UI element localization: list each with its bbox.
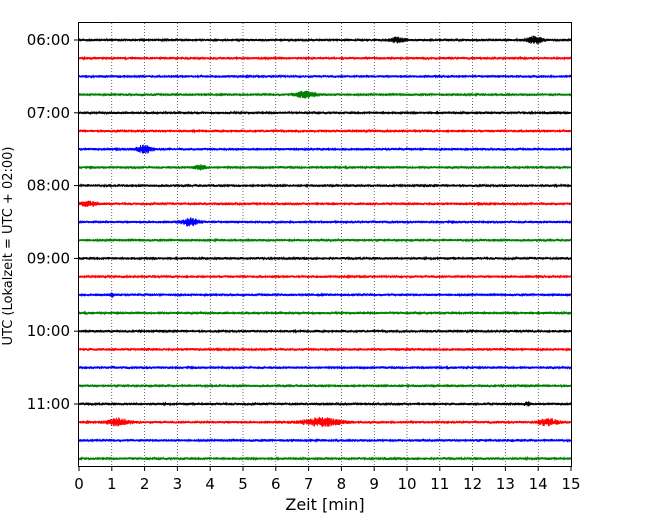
y-axis-ticks: 06:00 07:00 08:00 09:00 10:00 11:00: [27, 31, 79, 413]
x-tick-label: 2: [140, 475, 150, 493]
y-tick-label: 08:00: [27, 177, 70, 195]
trace-row: [78, 292, 572, 299]
trace-row: [78, 416, 572, 428]
plot-frame: [78, 22, 572, 467]
x-tick-label: 12: [463, 475, 482, 493]
seismic-traces: [78, 35, 572, 462]
trace-row: [78, 183, 572, 189]
trace-row: [78, 310, 572, 316]
vertical-grid: [111, 23, 539, 466]
x-tick-label: 14: [529, 475, 548, 493]
x-tick-label: 13: [496, 475, 515, 493]
trace-row: [78, 237, 572, 243]
x-tick-label: 9: [369, 475, 379, 493]
x-axis-label: Zeit [min]: [285, 495, 364, 514]
x-tick-label: 7: [304, 475, 314, 493]
x-tick-label: 1: [107, 475, 117, 493]
x-tick-label: 0: [74, 475, 84, 493]
x-tick-label: 8: [337, 475, 347, 493]
trace-row: [78, 346, 572, 352]
y-tick-label: 06:00: [27, 31, 70, 49]
y-tick-label: 10:00: [27, 322, 70, 340]
trace-row: [78, 35, 572, 45]
trace-row: [78, 274, 572, 280]
x-tick-label: 6: [271, 475, 281, 493]
trace-row: [78, 365, 572, 371]
x-tick-label: 11: [430, 475, 449, 493]
x-tick-label: 5: [238, 475, 248, 493]
y-axis-label: UTC (Lokalzeit = UTC + 02:00): [1, 147, 16, 346]
trace-row: [78, 455, 572, 462]
trace-row: [78, 437, 572, 443]
trace-row: [78, 200, 572, 207]
x-axis-ticks: 0 1 2 3 4 5 6 7 8 9 10 11 12 13 14 15: [74, 466, 581, 493]
y-tick-label: 11:00: [27, 395, 70, 413]
trace-row: [78, 383, 572, 389]
y-tick-label: 07:00: [27, 104, 70, 122]
trace-row: [78, 217, 572, 227]
trace-row: [78, 255, 572, 261]
trace-row: [78, 164, 572, 171]
x-tick-label: 4: [205, 475, 215, 493]
trace-row: [78, 401, 572, 407]
y-tick-label: 09:00: [27, 249, 70, 267]
x-tick-label: 3: [173, 475, 183, 493]
trace-row: [78, 90, 572, 99]
x-tick-label: 10: [397, 475, 416, 493]
trace-row: [78, 128, 572, 134]
trace-row: [78, 55, 572, 61]
trace-row: [78, 110, 572, 116]
x-tick-label: 15: [561, 475, 580, 493]
trace-row: [78, 144, 572, 154]
trace-row: [78, 328, 572, 334]
trace-row: [78, 73, 572, 79]
